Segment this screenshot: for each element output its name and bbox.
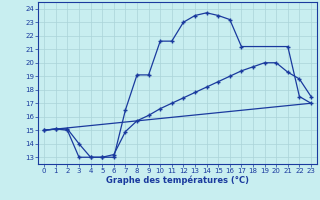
X-axis label: Graphe des températures (°C): Graphe des températures (°C) (106, 176, 249, 185)
